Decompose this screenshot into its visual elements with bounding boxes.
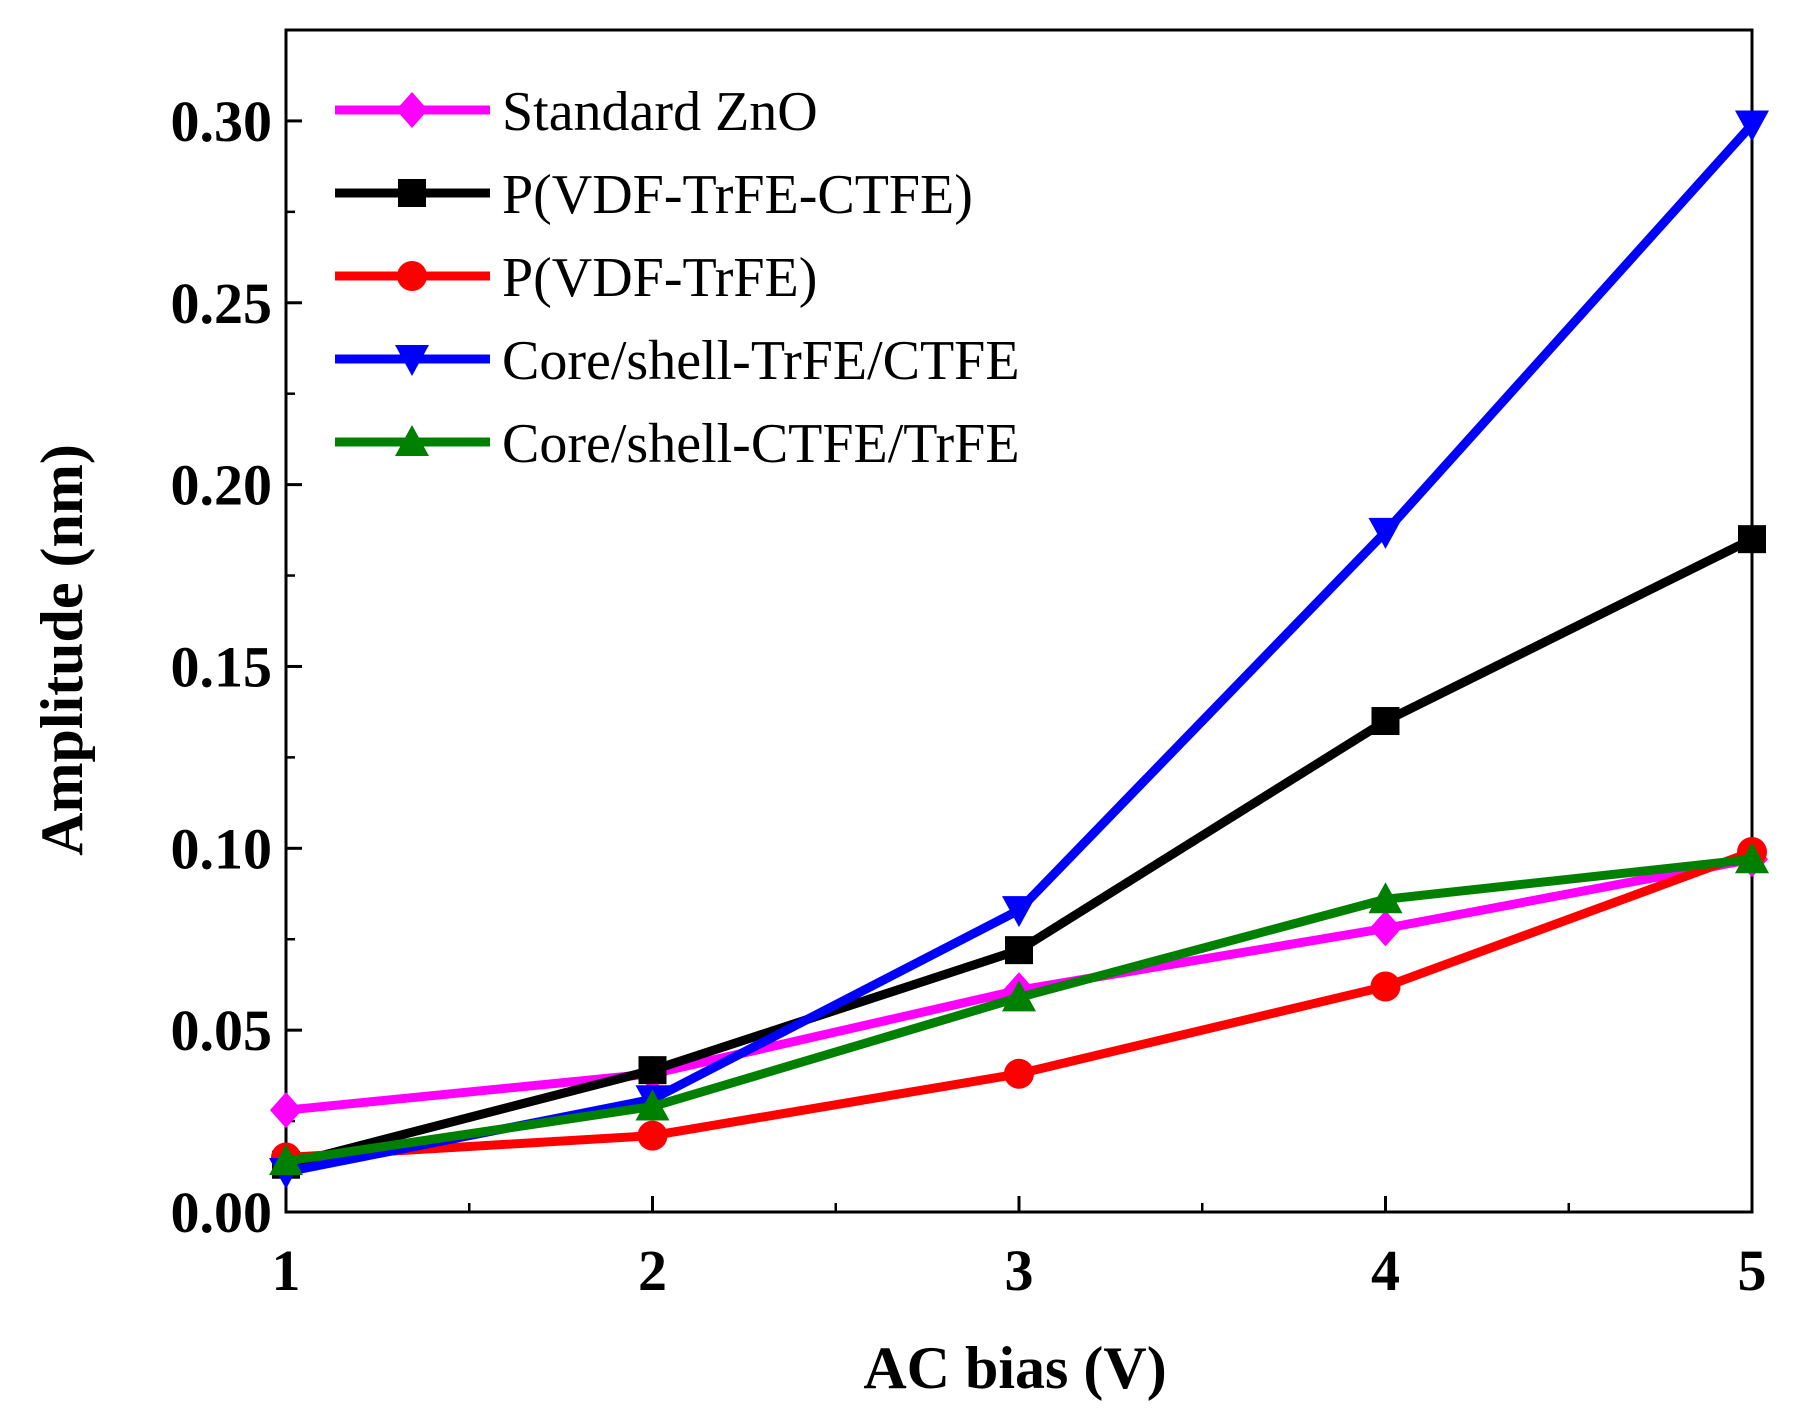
x-tick-label: 5 [1738,1238,1767,1303]
y-tick-label: 0.30 [171,89,273,154]
data-point [269,1144,303,1176]
legend-swatch-marker [396,92,428,128]
data-point [1735,110,1769,142]
series-core-shell-ctfe-trfe [269,842,1769,1176]
data-point [1368,517,1403,549]
legend-label: Standard ZnO [502,81,818,143]
x-tick-label: 2 [638,1238,667,1303]
y-tick-label: 0.20 [171,453,273,518]
data-point [1368,882,1403,914]
y-tick-label: 0.10 [171,816,273,881]
legend: Standard ZnO P(VDF-TrFE-CTFE) P(VDF-TrFE) C… [335,81,1020,475]
data-point [1371,707,1400,736]
x-axis-title: AC bias (V) [863,1335,1166,1401]
y-tick-label: 0.15 [171,634,273,699]
data-point [1738,525,1766,554]
data-point [1002,980,1036,1012]
y-axis-title: Amplitude (nm) [29,444,95,856]
data-point [1735,842,1769,874]
data-point [635,1089,670,1121]
legend-label: Core/shell-TrFE/CTFE [502,330,1020,392]
legend-item: P(VDF-TrFE) [335,247,817,309]
series-layer [269,110,1769,1189]
legend-item: Standard ZnO [335,81,818,143]
legend-item: Core/shell-TrFE/CTFE [335,330,1020,392]
series-core-shell-trfe-ctfe [269,110,1769,1189]
legend-label: P(VDF-TrFE) [502,247,817,309]
x-tick-label: 4 [1371,1238,1400,1303]
data-point [270,1092,302,1129]
y-tick-label: 0.25 [171,271,273,336]
data-point [1002,896,1036,928]
x-tick-label: 3 [1005,1238,1034,1303]
data-point [637,1120,668,1151]
y-tick-label: 0.05 [171,998,273,1063]
data-point [1370,971,1401,1002]
legend-item: Core/shell-CTFE/TrFE [335,413,1020,475]
legend-swatch-marker [398,179,426,207]
ticks: 1 2 3 4 5 0.00 0.05 0.10 0.15 0.20 0.25 0.30 [171,28,1767,1303]
data-point [1369,910,1402,947]
data-point [638,1056,667,1085]
legend-swatch-marker [397,261,427,291]
x-tick-label: 1 [272,1238,301,1303]
legend-item: P(VDF-TrFE-CTFE) [335,164,973,226]
legend-label: P(VDF-TrFE-CTFE) [502,164,973,226]
legend-swatch-marker [395,345,429,376]
y-tick-label: 0.00 [171,1180,273,1245]
data-point [1004,1058,1034,1089]
data-point [1005,936,1033,965]
legend-swatch-marker [395,425,429,456]
legend-label: Core/shell-CTFE/TrFE [502,413,1020,475]
